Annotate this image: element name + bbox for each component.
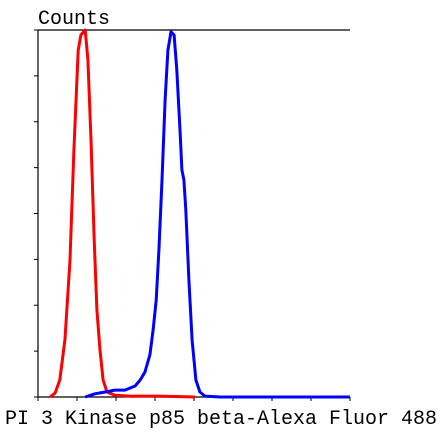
y-axis-label: Counts [38, 8, 110, 31]
histogram-line [84, 30, 350, 399]
histogram-line [49, 28, 196, 399]
x-axis-label: PI 3 Kinase p85 beta-Alexa Fluor 488 [5, 408, 437, 431]
